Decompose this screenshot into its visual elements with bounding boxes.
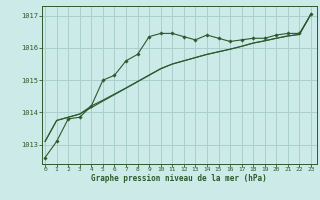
X-axis label: Graphe pression niveau de la mer (hPa): Graphe pression niveau de la mer (hPa) [91,174,267,183]
